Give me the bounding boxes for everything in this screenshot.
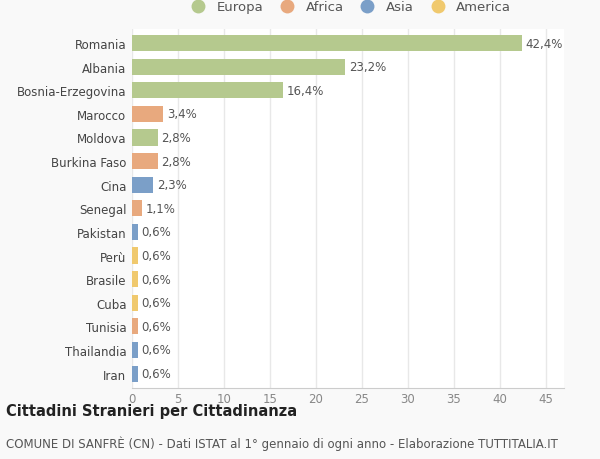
Text: 0,6%: 0,6% bbox=[141, 250, 171, 263]
Text: 0,6%: 0,6% bbox=[141, 367, 171, 380]
Text: 1,1%: 1,1% bbox=[146, 202, 176, 215]
Text: 3,4%: 3,4% bbox=[167, 108, 197, 121]
Text: 0,6%: 0,6% bbox=[141, 273, 171, 286]
Bar bbox=[132, 83, 283, 99]
Text: 0,6%: 0,6% bbox=[141, 320, 171, 333]
Text: 2,3%: 2,3% bbox=[157, 179, 187, 192]
Text: 0,6%: 0,6% bbox=[141, 226, 171, 239]
Text: 23,2%: 23,2% bbox=[349, 61, 386, 74]
Bar bbox=[132, 295, 137, 311]
Bar bbox=[132, 177, 153, 193]
Text: 2,8%: 2,8% bbox=[161, 155, 191, 168]
Bar bbox=[132, 154, 158, 170]
Bar bbox=[132, 342, 137, 358]
Bar bbox=[132, 60, 345, 76]
Text: 0,6%: 0,6% bbox=[141, 297, 171, 309]
Text: 2,8%: 2,8% bbox=[161, 132, 191, 145]
Legend: Europa, Africa, Asia, America: Europa, Africa, Asia, America bbox=[179, 0, 517, 20]
Bar bbox=[132, 106, 163, 123]
Bar bbox=[132, 201, 142, 217]
Bar bbox=[132, 224, 137, 241]
Text: 0,6%: 0,6% bbox=[141, 344, 171, 357]
Bar bbox=[132, 130, 158, 146]
Bar bbox=[132, 366, 137, 382]
Bar bbox=[132, 271, 137, 287]
Text: Cittadini Stranieri per Cittadinanza: Cittadini Stranieri per Cittadinanza bbox=[6, 403, 297, 419]
Text: 16,4%: 16,4% bbox=[286, 84, 324, 98]
Bar bbox=[132, 248, 137, 264]
Text: 42,4%: 42,4% bbox=[526, 38, 563, 50]
Text: COMUNE DI SANFRÈ (CN) - Dati ISTAT al 1° gennaio di ogni anno - Elaborazione TUT: COMUNE DI SANFRÈ (CN) - Dati ISTAT al 1°… bbox=[6, 436, 558, 451]
Bar bbox=[132, 319, 137, 335]
Bar bbox=[132, 36, 522, 52]
